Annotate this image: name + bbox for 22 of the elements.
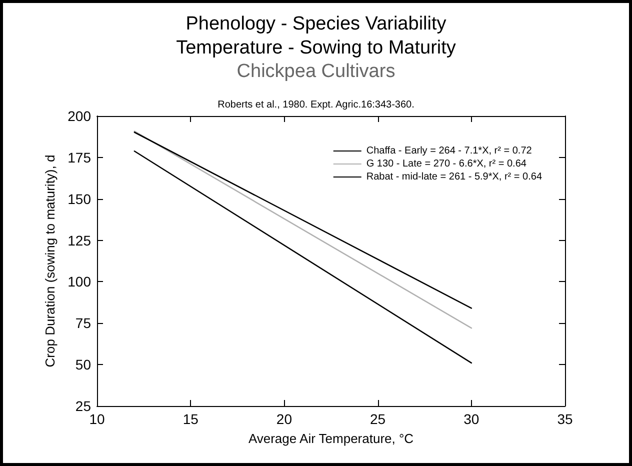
legend-label: G 130 - Late = 270 - 6.6*X, r² = 0.64 [366, 158, 527, 170]
x-tick-label: 10 [89, 411, 105, 427]
y-tick-label: 100 [68, 274, 92, 290]
x-tick-label: 25 [370, 411, 386, 427]
chart-title: Phenology - Species Variability Temperature - Sowing to Maturity [176, 14, 456, 58]
y-tick-label: 125 [68, 232, 92, 248]
y-tick-label: 25 [75, 398, 92, 414]
chart-subtitle: Chickpea Cultivars [236, 61, 396, 82]
legend-label: Rabat - mid-late = 261 - 5.9*X, r² = 0.64 [366, 172, 542, 182]
x-tick-label: 35 [557, 411, 573, 427]
legend-label: Chaffa - Early = 264 - 7.1*X, r² = 0.72 [366, 146, 532, 156]
x-tick-label: 15 [182, 411, 199, 427]
y-tick-label: 200 [68, 108, 92, 124]
text: Roberts et al., 1980. Expt. Agric.16:343-360. [218, 100, 414, 110]
y-tick-label: 150 [68, 190, 92, 207]
y-tick-label: 175 [68, 149, 92, 166]
y-tick-label: 50 [75, 356, 92, 373]
x-tick-label: 20 [276, 411, 292, 427]
y-tick-label: 75 [75, 315, 92, 332]
x-tick-label: 30 [464, 411, 480, 427]
y-axis-title: Crop Duration (sowing to maturity), d [42, 154, 58, 368]
x-axis-title: Average Air Temperature, °C [248, 431, 414, 446]
